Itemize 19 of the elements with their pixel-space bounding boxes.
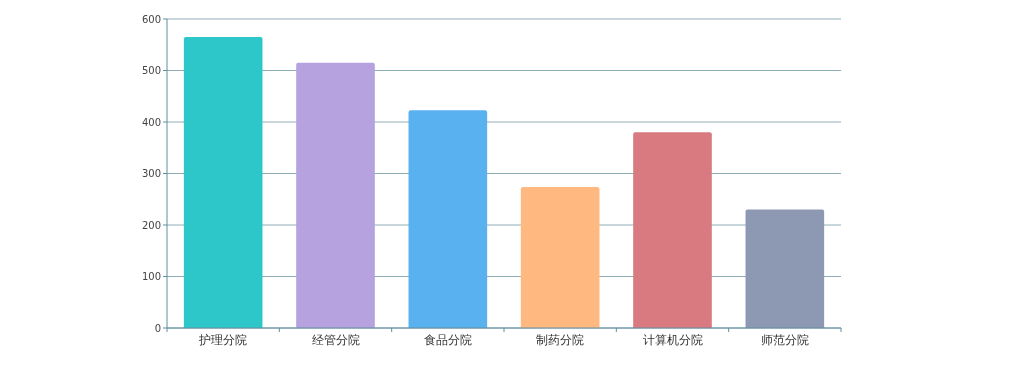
y-tick-label: 300 bbox=[141, 168, 161, 179]
x-tick-label: 师范分院 bbox=[760, 333, 809, 347]
bar bbox=[745, 209, 825, 328]
y-tick-label: 500 bbox=[141, 65, 161, 76]
bar bbox=[633, 132, 712, 328]
bar bbox=[520, 186, 600, 328]
x-tick-label: 食品分院 bbox=[423, 333, 472, 347]
x-tick-label: 计算机分院 bbox=[642, 333, 703, 347]
bar bbox=[296, 62, 375, 328]
y-tick-label: 100 bbox=[141, 271, 161, 282]
y-tick-label: 200 bbox=[141, 219, 161, 231]
y-tick-label: 600 bbox=[141, 13, 161, 25]
y-tick-label: 0 bbox=[154, 322, 161, 334]
y-tick-label: 400 bbox=[141, 116, 161, 128]
bar bbox=[183, 37, 263, 328]
x-tick-label: 制药分院 bbox=[536, 333, 585, 347]
x-tick-label: 护理分院 bbox=[198, 333, 248, 347]
bar bbox=[408, 110, 488, 328]
x-tick-label: 经管分院 bbox=[311, 333, 360, 347]
